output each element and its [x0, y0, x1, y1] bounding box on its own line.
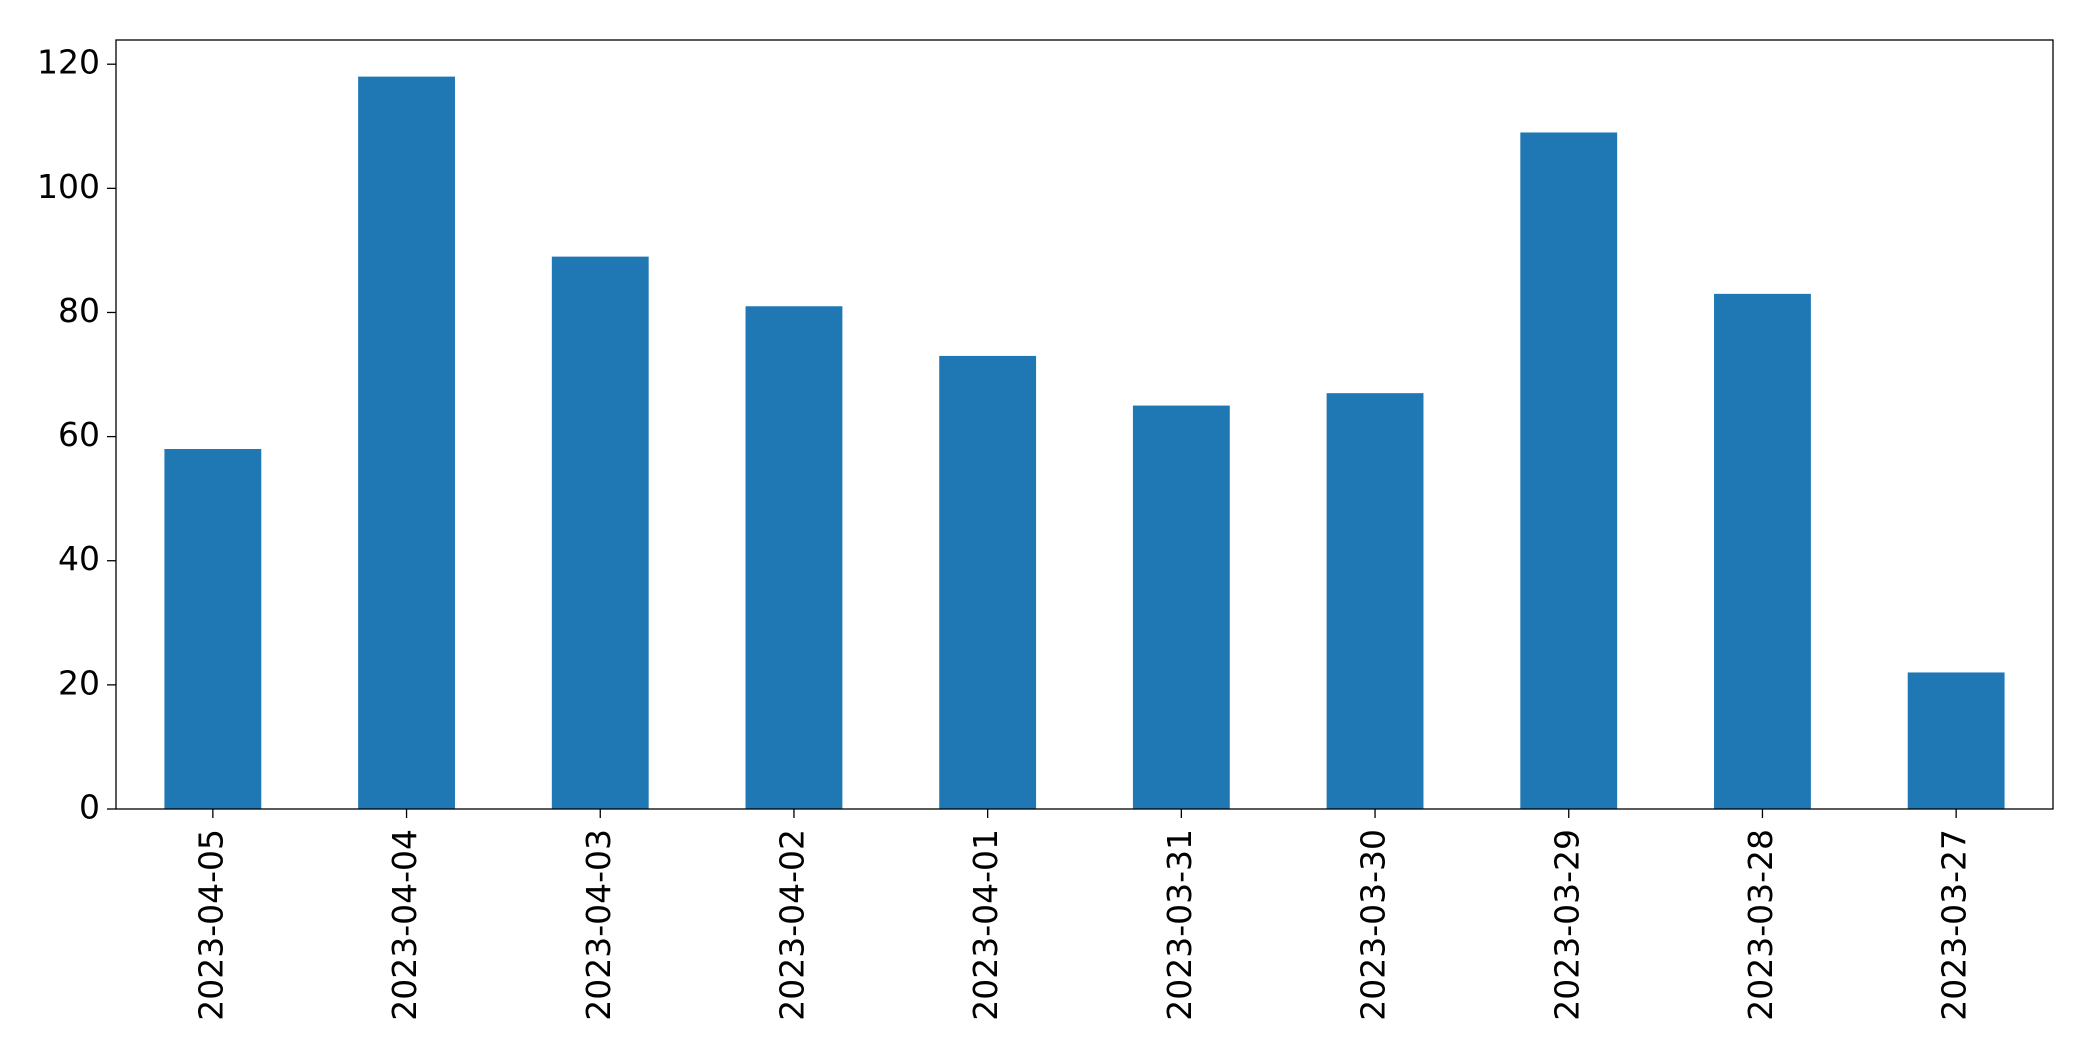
bar — [358, 76, 455, 810]
y-tick-label: 60 — [58, 415, 100, 454]
y-tick-label: 80 — [58, 291, 100, 330]
bar — [164, 449, 262, 809]
bar — [1714, 293, 1811, 809]
bar — [1520, 132, 1618, 809]
x-tick-label: 2023-03-30 — [1354, 829, 1393, 1021]
plot-frame — [115, 39, 2054, 810]
bar — [1132, 405, 1230, 809]
x-tick-label: 2023-04-04 — [385, 829, 424, 1021]
x-tick-label: 2023-04-02 — [772, 829, 811, 1021]
x-tick-label: 2023-03-31 — [1160, 829, 1199, 1021]
bar — [939, 355, 1037, 809]
x-tick-label: 2023-03-29 — [1547, 829, 1586, 1021]
bar — [745, 306, 843, 809]
y-tick-label: 40 — [58, 539, 100, 578]
x-tick-label: 2023-04-05 — [191, 829, 230, 1021]
y-tick-label: 0 — [79, 788, 100, 827]
y-tick-label: 20 — [58, 663, 100, 702]
bar — [1907, 672, 2005, 809]
y-tick-label: 120 — [37, 43, 100, 82]
bar — [1326, 393, 1424, 809]
bar — [551, 256, 649, 809]
x-tick-label: 2023-04-01 — [966, 829, 1005, 1021]
x-tick-label: 2023-04-03 — [579, 829, 618, 1021]
y-tick-label: 100 — [37, 167, 100, 206]
x-tick-label: 2023-03-28 — [1741, 829, 1780, 1021]
x-tick-label: 2023-03-27 — [1935, 829, 1974, 1021]
